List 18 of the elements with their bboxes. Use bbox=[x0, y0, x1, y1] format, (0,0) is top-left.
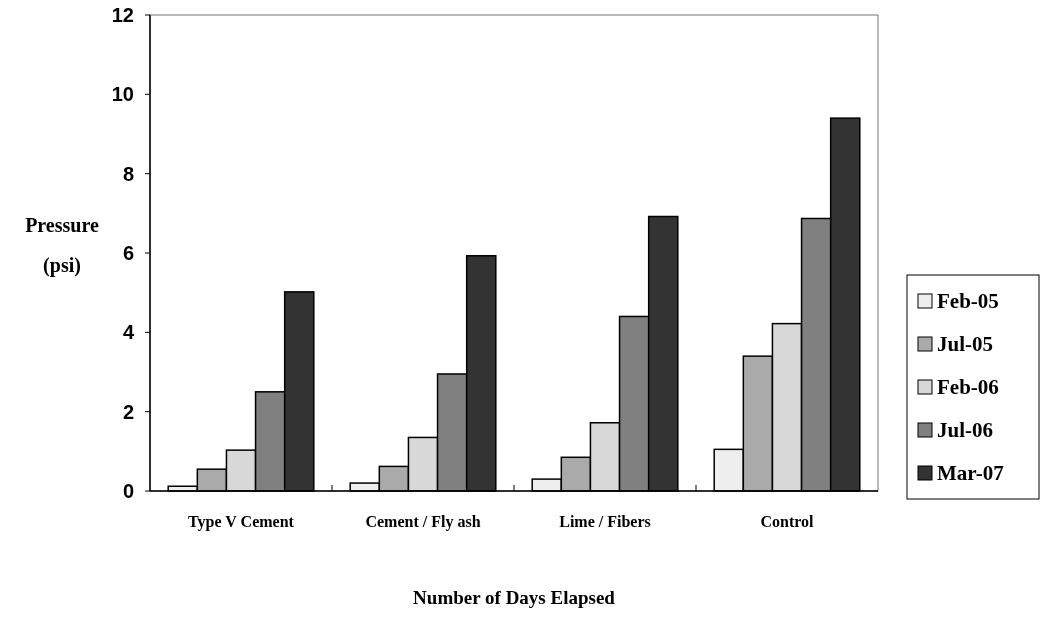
y-tick-label: 4 bbox=[122, 321, 135, 344]
y-axis-title: Pressure (psi) bbox=[25, 214, 99, 277]
x-tick-label: Control bbox=[760, 513, 815, 530]
y-tick-label: 6 bbox=[122, 242, 134, 264]
x-tick-label: Cement / Fly ash bbox=[365, 513, 481, 531]
legend-label: Jul-06 bbox=[937, 418, 994, 443]
y-tick-label: 2 bbox=[122, 400, 134, 423]
legend-label: Mar-07 bbox=[937, 461, 1004, 486]
x-tick-label: Lime / Fibers bbox=[559, 513, 651, 530]
legend-label: Feb-05 bbox=[937, 289, 999, 314]
x-axis-title: Number of Days Elapsed bbox=[413, 587, 616, 608]
legend-label: Jul-05 bbox=[937, 332, 994, 357]
y-tick-label: 8 bbox=[122, 162, 134, 185]
y-tick-label: 0 bbox=[122, 480, 134, 502]
legend-label: Feb-06 bbox=[937, 375, 999, 400]
y-tick-label: 12 bbox=[111, 4, 134, 26]
x-tick-label: Type V Cement bbox=[188, 513, 295, 531]
y-tick-label: 10 bbox=[111, 83, 134, 106]
